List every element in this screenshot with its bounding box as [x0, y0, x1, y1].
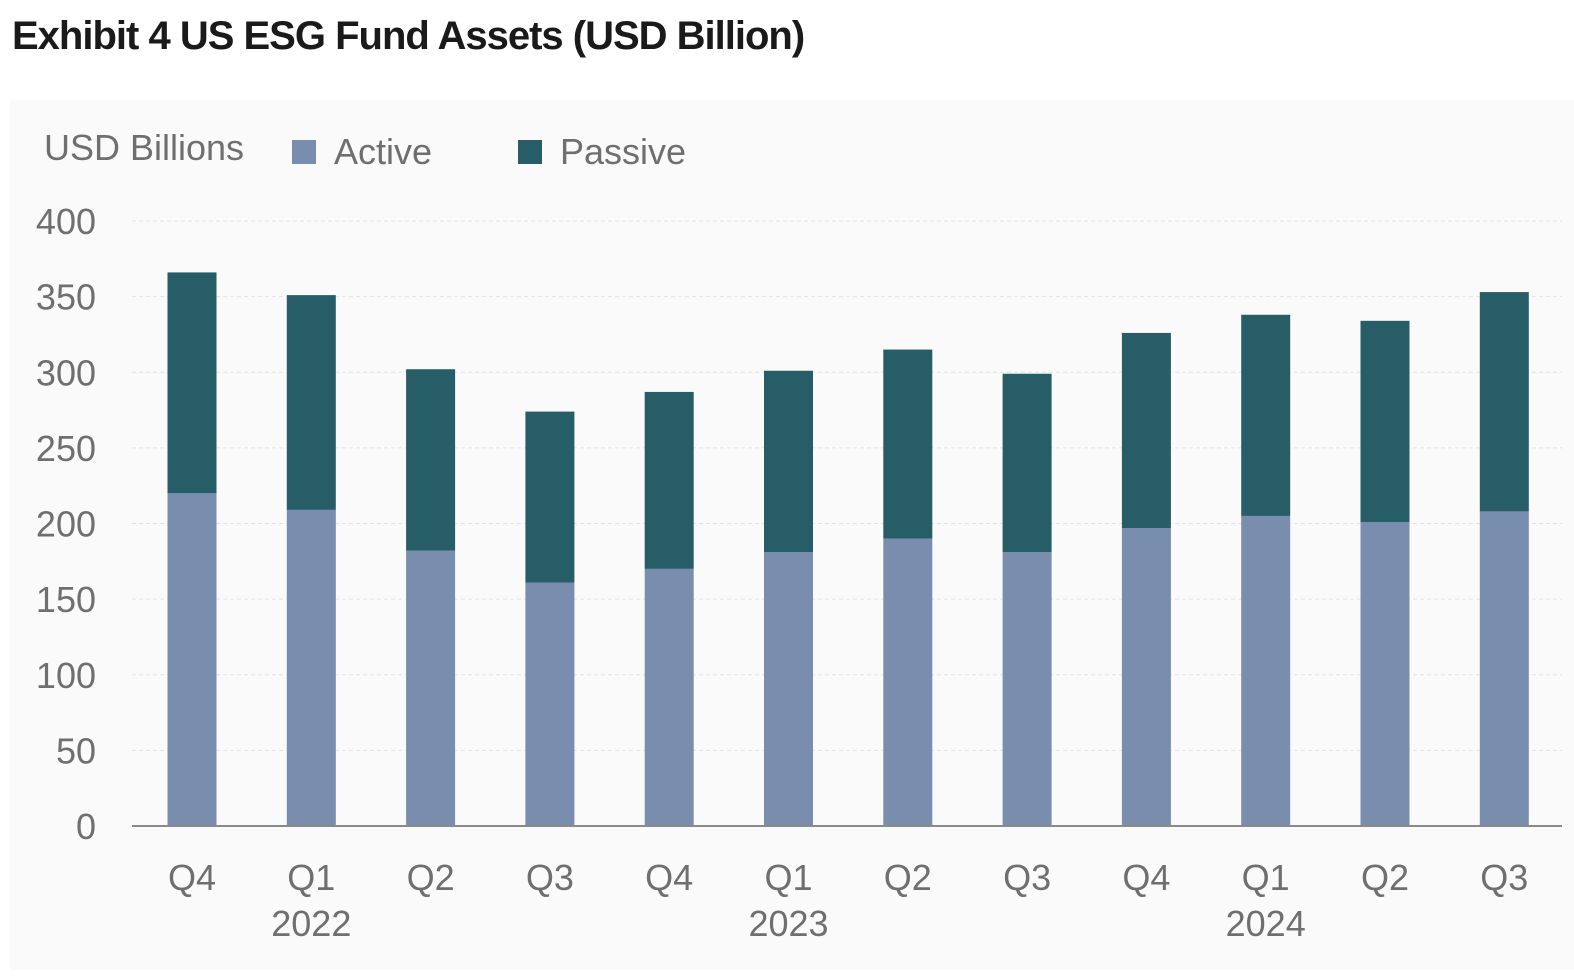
x-tick-label: Q2 [407, 857, 455, 898]
x-tick-label: Q3 [1003, 857, 1051, 898]
bar-passive [1002, 373, 1052, 553]
bar-active [286, 509, 336, 826]
y-tick-label: 50 [56, 730, 96, 771]
y-tick-label: 400 [36, 201, 96, 242]
bar-passive [167, 272, 217, 494]
bar-active [644, 568, 694, 826]
bar-active [406, 550, 456, 826]
x-tick-label: Q4 [168, 857, 216, 898]
bar-active [1479, 511, 1529, 826]
x-tick-label: Q1 [764, 857, 812, 898]
legend-label-passive: Passive [560, 131, 686, 172]
bar-active [1241, 515, 1291, 826]
y-tick-label: 200 [36, 504, 96, 545]
legend-swatch-passive [518, 140, 542, 164]
x-tick-label: Q3 [1480, 857, 1528, 898]
bar-active [1360, 521, 1410, 826]
bar-active [883, 538, 933, 826]
x-tick-label: Q1 [287, 857, 335, 898]
x-axis-ticks: Q4 Q1 Q2 Q3 Q4 Q1 Q2 Q3 Q4 Q1 Q2 Q3 [168, 857, 1528, 898]
y-tick-label: 300 [36, 352, 96, 393]
bar-passive [286, 295, 336, 510]
bar-passive [1360, 320, 1410, 522]
bar-active [764, 552, 813, 826]
bar-passive [406, 369, 456, 551]
bar-passive [883, 349, 933, 539]
bar-active [525, 582, 575, 826]
y-axis-label: USD Billions [44, 127, 244, 168]
y-tick-label: 100 [36, 655, 96, 696]
bar-passive [764, 370, 813, 553]
legend: Active Passive [292, 131, 686, 172]
bar-passive [525, 411, 575, 583]
gridlines [132, 220, 1562, 751]
x-tick-label: Q1 [1242, 857, 1290, 898]
x-year-label: 2022 [271, 903, 351, 944]
y-tick-label: 350 [36, 277, 96, 318]
x-tick-label: Q4 [1122, 857, 1170, 898]
bar-active [1002, 552, 1052, 826]
legend-label-active: Active [334, 131, 432, 172]
x-tick-label: Q2 [884, 857, 932, 898]
chart-title: Exhibit 4 US ESG Fund Assets (USD Billio… [12, 14, 805, 58]
bar-passive [1479, 292, 1529, 512]
chart-panel: 0 50 100 150 200 250 300 350 400 Q4 Q1 Q2 Q3 Q4 Q1 Q2 Q… [10, 100, 1574, 970]
x-year-label: 2024 [1226, 903, 1306, 944]
y-tick-label: 0 [76, 806, 96, 847]
y-tick-label: 250 [36, 428, 96, 469]
y-axis-ticks: 0 50 100 150 200 250 300 350 400 [36, 201, 96, 847]
bar-passive [1121, 332, 1171, 529]
y-tick-label: 150 [36, 579, 96, 620]
x-tick-label: Q3 [526, 857, 574, 898]
bar-active [167, 493, 217, 826]
x-tick-label: Q4 [645, 857, 693, 898]
bar-active [1121, 528, 1171, 826]
bars [167, 272, 1529, 826]
x-axis-years: 2022 2023 2024 [271, 903, 1305, 944]
x-year-label: 2023 [748, 903, 828, 944]
bar-passive [644, 391, 694, 569]
legend-swatch-active [292, 140, 316, 164]
x-tick-label: Q2 [1361, 857, 1409, 898]
bar-passive [1241, 314, 1291, 516]
